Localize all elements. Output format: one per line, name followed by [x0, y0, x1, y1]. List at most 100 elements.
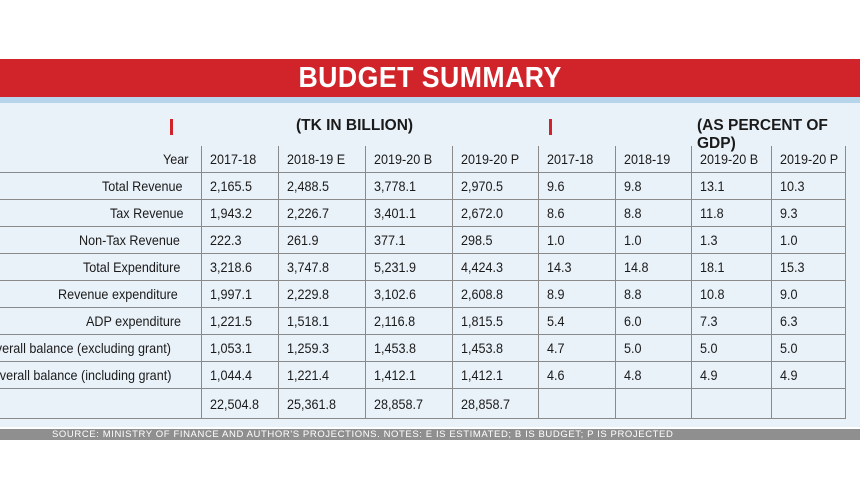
- group-header-billion: (TK IN BILLION): [296, 117, 414, 134]
- table-cell: 1,221.4: [278, 361, 366, 389]
- group-header-percent: (AS PERCENT OF GDP): [697, 117, 828, 152]
- column-header: 2017-18: [538, 146, 616, 173]
- cell-value: 2,672.0: [460, 205, 503, 221]
- column-header-year: Year: [0, 146, 203, 173]
- cell-value: 6.3: [780, 313, 798, 329]
- table-cell: 2,672.0: [452, 199, 540, 227]
- row-label-text: Overall balance (including grant): [0, 367, 172, 383]
- cell-value: 14.3: [547, 259, 572, 275]
- cell-value: 3,401.1: [373, 205, 416, 221]
- table-cell: [538, 388, 616, 419]
- cell-value: 1.0: [547, 232, 565, 248]
- table-cell: 1,044.4: [201, 361, 279, 389]
- table-cell: 6.3: [771, 307, 846, 335]
- column-header: 2019-20 P: [452, 146, 540, 173]
- row-label: Total Revenue: [0, 172, 203, 200]
- cell-value: 2,229.8: [286, 286, 329, 302]
- cell-value: 5.0: [780, 340, 798, 356]
- table-cell: 22,504.8: [201, 388, 279, 419]
- cell-value: 1,044.4: [210, 367, 253, 383]
- cell-value: 377.1: [373, 232, 406, 248]
- cell-value: 1,453.8: [373, 340, 416, 356]
- cell-value: 3,218.6: [210, 259, 253, 275]
- row-label: [0, 388, 203, 419]
- cell-value: 3,778.1: [373, 178, 416, 194]
- cell-value: 298.5: [460, 232, 493, 248]
- table-cell: 377.1: [365, 226, 453, 254]
- column-header-text: 2019-20 B: [373, 151, 432, 167]
- column-header-text: 2017-18: [210, 151, 257, 167]
- table-row: Total Revenue 2,165.5 2,488.5 3,778.1 2,970.…: [0, 172, 846, 200]
- table-cell: 2,970.5: [452, 172, 540, 200]
- table-cell: 8.8: [615, 199, 692, 227]
- cell-value: 1,412.1: [460, 367, 503, 383]
- group-marker-billion: [170, 119, 173, 135]
- cell-value: 2,226.7: [286, 205, 329, 221]
- cell-value: 28,858.7: [460, 395, 510, 412]
- table-cell: 28,858.7: [365, 388, 453, 419]
- table-cell: 8.6: [538, 199, 616, 227]
- cell-value: 1.0: [780, 232, 798, 248]
- divider: [0, 97, 860, 103]
- table-cell: 1,518.1: [278, 307, 366, 335]
- table-cell: 5.4: [538, 307, 616, 335]
- cell-value: 1,815.5: [460, 313, 503, 329]
- table-cell: 2,229.8: [278, 280, 366, 308]
- cell-value: 1,943.2: [210, 205, 253, 221]
- cell-value: 13.1: [699, 178, 725, 194]
- table-cell: 10.3: [771, 172, 846, 200]
- table-cell: 5.0: [771, 334, 846, 362]
- table-cell: 9.6: [538, 172, 616, 200]
- group-marker-percent: [549, 119, 552, 135]
- cell-value: 7.3: [699, 313, 718, 329]
- source-notes: SOURCE: MINISTRY OF FINANCE AND AUTHOR'S…: [52, 429, 674, 440]
- column-header-text: 2019-20 B: [699, 151, 758, 167]
- table-row: Overall balance (excluding grant) 1,053.1…: [0, 334, 846, 362]
- table-cell: 15.3: [771, 253, 846, 281]
- table-cell: 1,053.1: [201, 334, 279, 362]
- table-cell: 1.3: [691, 226, 773, 254]
- row-label-text: Total Expenditure: [83, 259, 181, 275]
- cell-value: 11.8: [699, 205, 724, 221]
- cell-value: 10.3: [780, 178, 805, 194]
- table-row: Total Expenditure 3,218.6 3,747.8 5,231.9 4,…: [0, 253, 846, 281]
- table-cell: 1,453.8: [365, 334, 453, 362]
- table-cell: 261.9: [278, 226, 366, 254]
- table-row: Tax Revenue 1,943.2 2,226.7 3,401.1 2,672.0 8…: [0, 199, 846, 227]
- table-cell: 2,116.8: [365, 307, 453, 335]
- cell-value: 6.0: [623, 313, 642, 329]
- table-cell: 1,453.8: [452, 334, 540, 362]
- cell-value: 2,116.8: [373, 313, 415, 329]
- table-cell: [771, 388, 846, 419]
- table-cell: 8.9: [538, 280, 616, 308]
- table-row: Overall balance (including grant) 1,044.4…: [0, 361, 846, 389]
- row-label: Overall balance (including grant): [0, 361, 203, 389]
- table-cell: 4.9: [691, 361, 773, 389]
- table-cell: 3,218.6: [201, 253, 279, 281]
- cell-value: 4.6: [547, 367, 565, 383]
- cell-value: 5,231.9: [373, 259, 416, 275]
- cell-value: 1.3: [699, 232, 718, 248]
- column-header: 2019-20 B: [365, 146, 453, 173]
- cell-value: 261.9: [286, 232, 319, 248]
- cell-value: 15.3: [780, 259, 805, 275]
- column-header: 2017-18: [201, 146, 279, 173]
- table-cell: 3,401.1: [365, 199, 453, 227]
- cell-value: 8.8: [623, 205, 642, 221]
- table-cell: 4.8: [615, 361, 692, 389]
- row-label-text: ADP expenditure: [85, 313, 181, 329]
- cell-value: 3,747.8: [286, 259, 329, 275]
- cell-value: 1,221.5: [210, 313, 253, 329]
- table-cell: 4,424.3: [452, 253, 540, 281]
- row-label-text: Revenue expenditure: [58, 286, 179, 302]
- table-cell: 4.7: [538, 334, 616, 362]
- table-cell: 28,858.7: [452, 388, 540, 419]
- table-cell: 3,778.1: [365, 172, 453, 200]
- row-label: Revenue expenditure: [0, 280, 203, 308]
- table-header-row: Year 2017-18 2018-19 E 2019-20 B 2019-20 P 20…: [0, 146, 846, 173]
- cell-value: 5.4: [547, 313, 565, 329]
- row-label-text: Non-Tax Revenue: [79, 232, 181, 248]
- cell-value: 4.7: [547, 340, 565, 356]
- cell-value: 18.1: [699, 259, 725, 275]
- column-header: 2018-19 E: [278, 146, 366, 173]
